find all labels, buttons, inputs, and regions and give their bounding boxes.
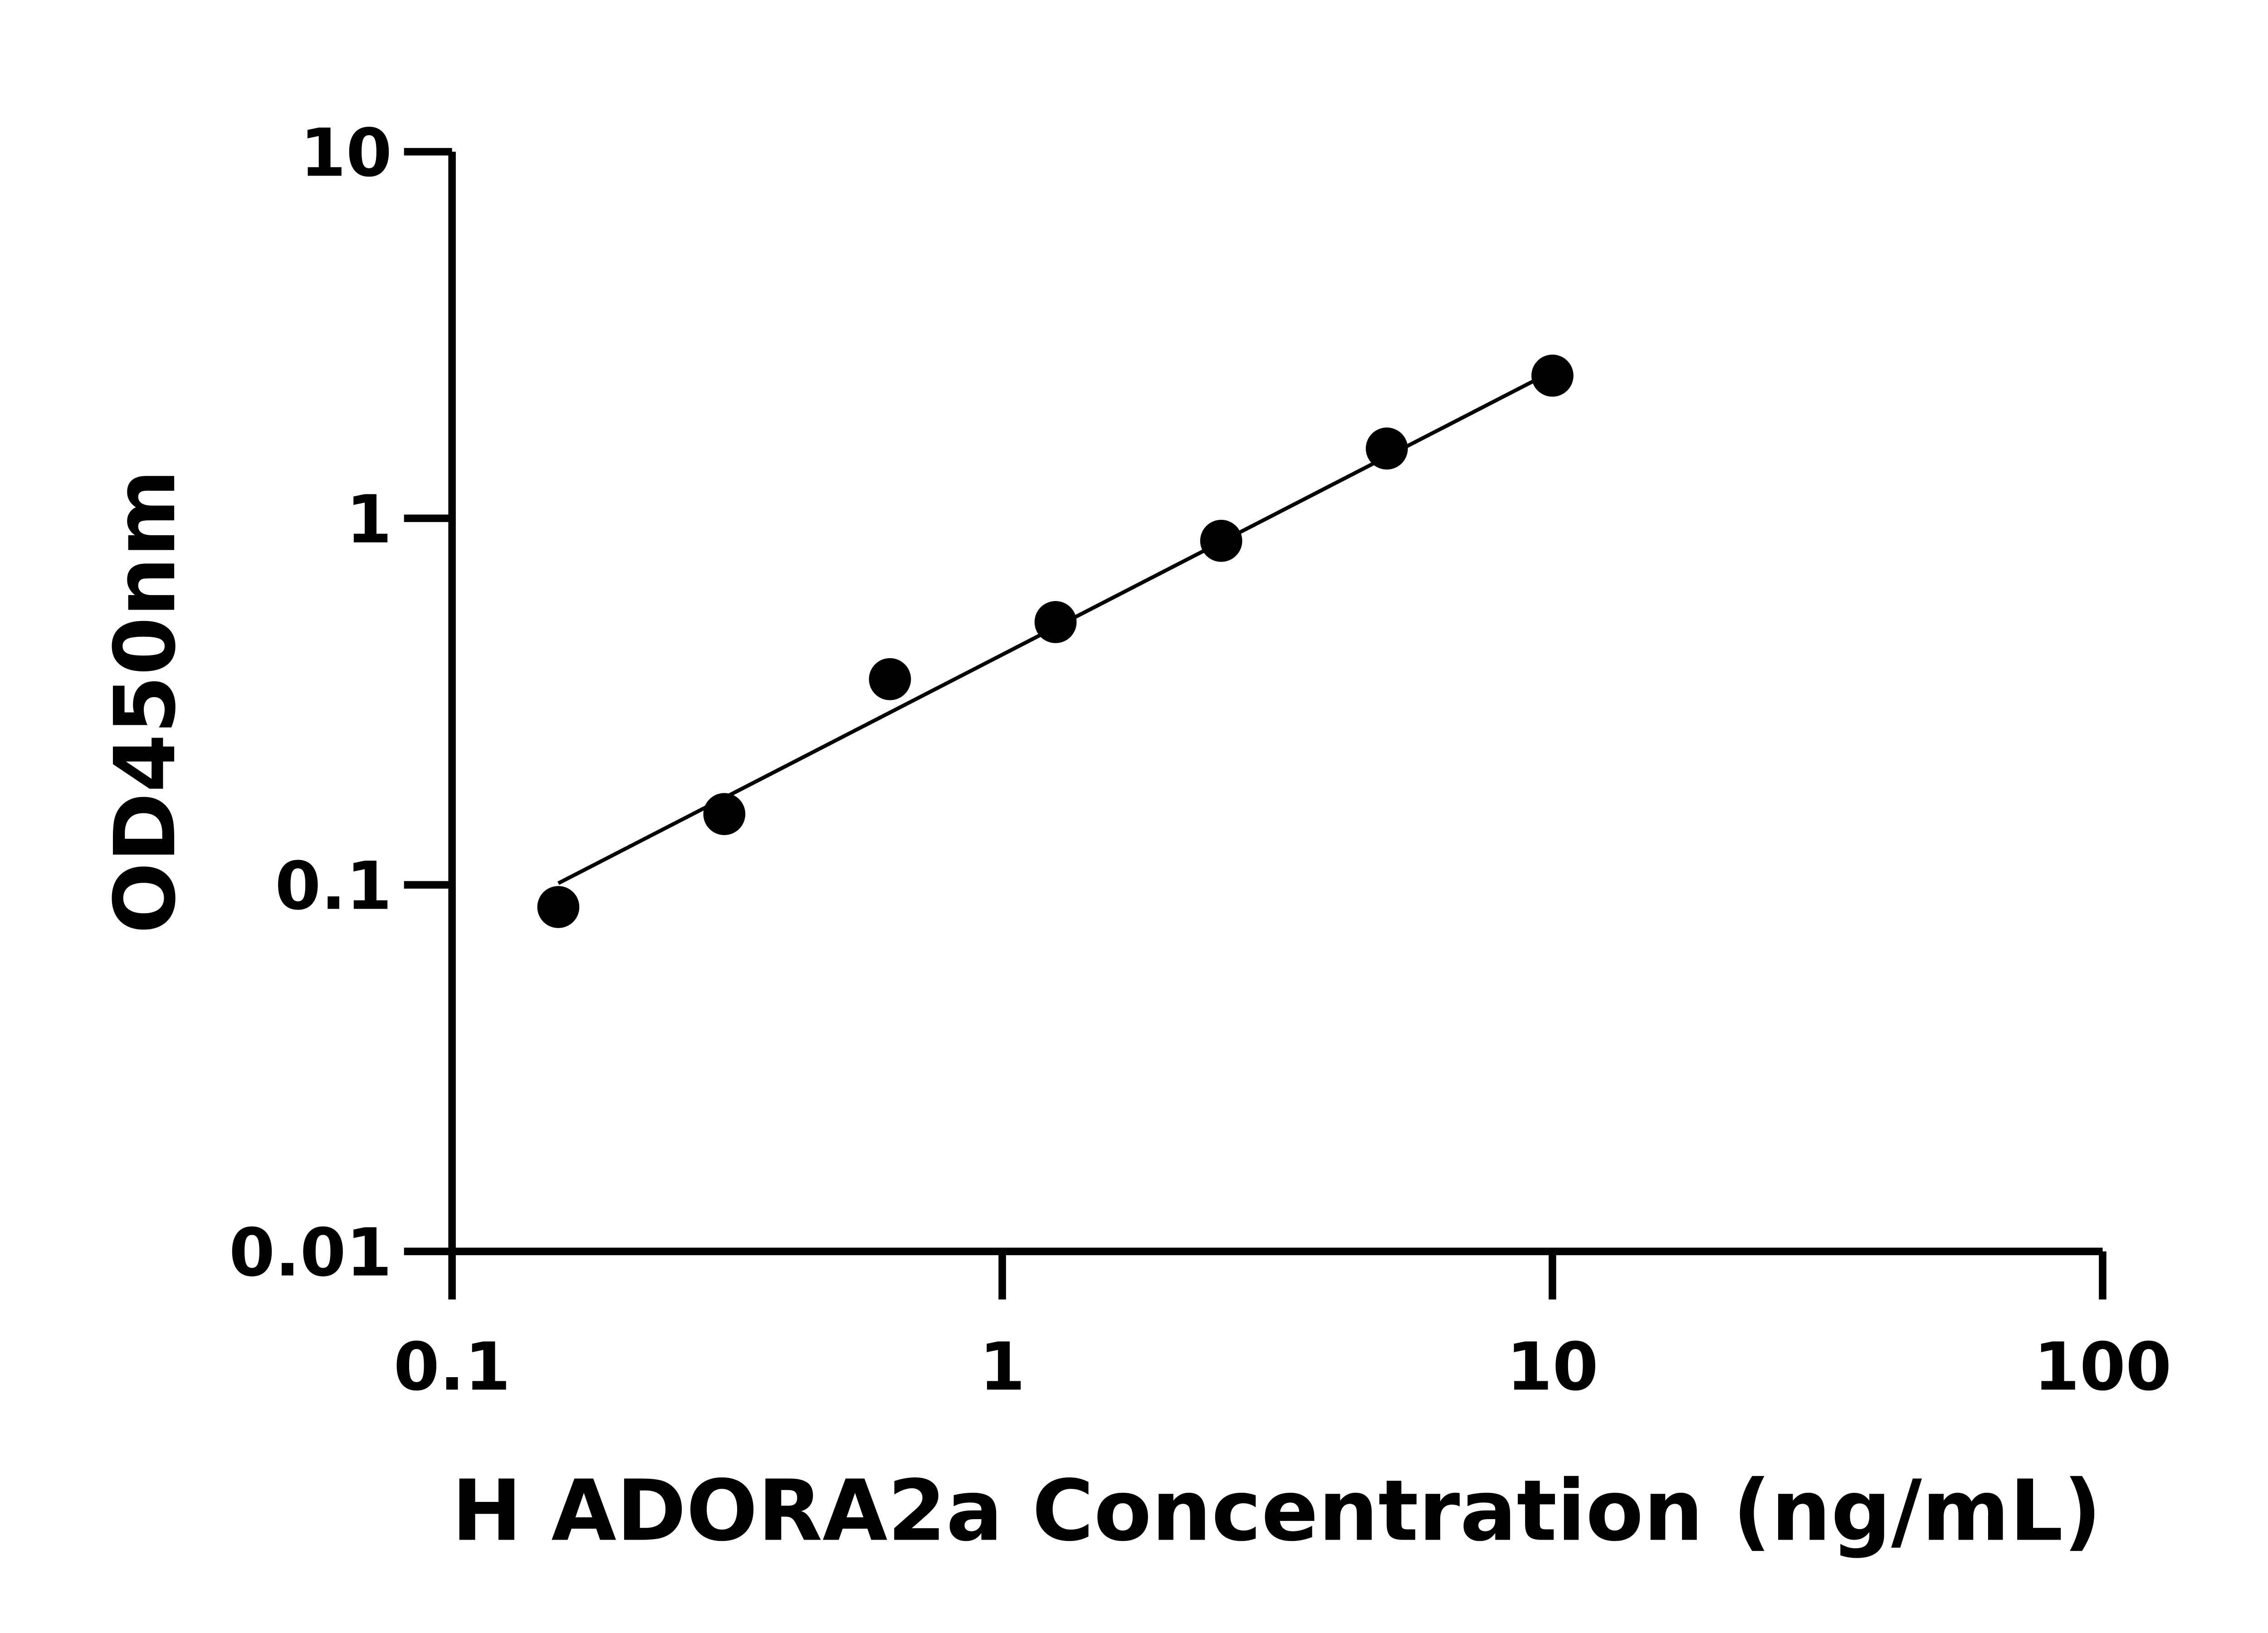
y-axis-label: OD450nm: [96, 469, 194, 934]
y-tick-label: 0.01: [229, 1215, 392, 1291]
data-point: [1034, 601, 1077, 643]
y-tick-label: 0.1: [275, 848, 392, 925]
data-point: [1365, 427, 1408, 470]
marks: [537, 354, 1574, 928]
data-point: [1200, 519, 1242, 562]
x-tick-label: 100: [2033, 1329, 2171, 1405]
y-tick-label: 1: [346, 482, 392, 558]
x-tick-label: 0.1: [394, 1329, 511, 1405]
data-point: [1531, 354, 1574, 397]
data-point: [537, 886, 580, 928]
y-tick-label: 10: [300, 115, 392, 191]
x-tick-label: 1: [979, 1329, 1025, 1405]
data-point: [869, 658, 911, 700]
x-axis-label: H ADORA2a Concentration (ng/mL): [452, 1462, 2102, 1560]
x-tick-label: 10: [1506, 1329, 1598, 1405]
data-point: [703, 793, 746, 835]
